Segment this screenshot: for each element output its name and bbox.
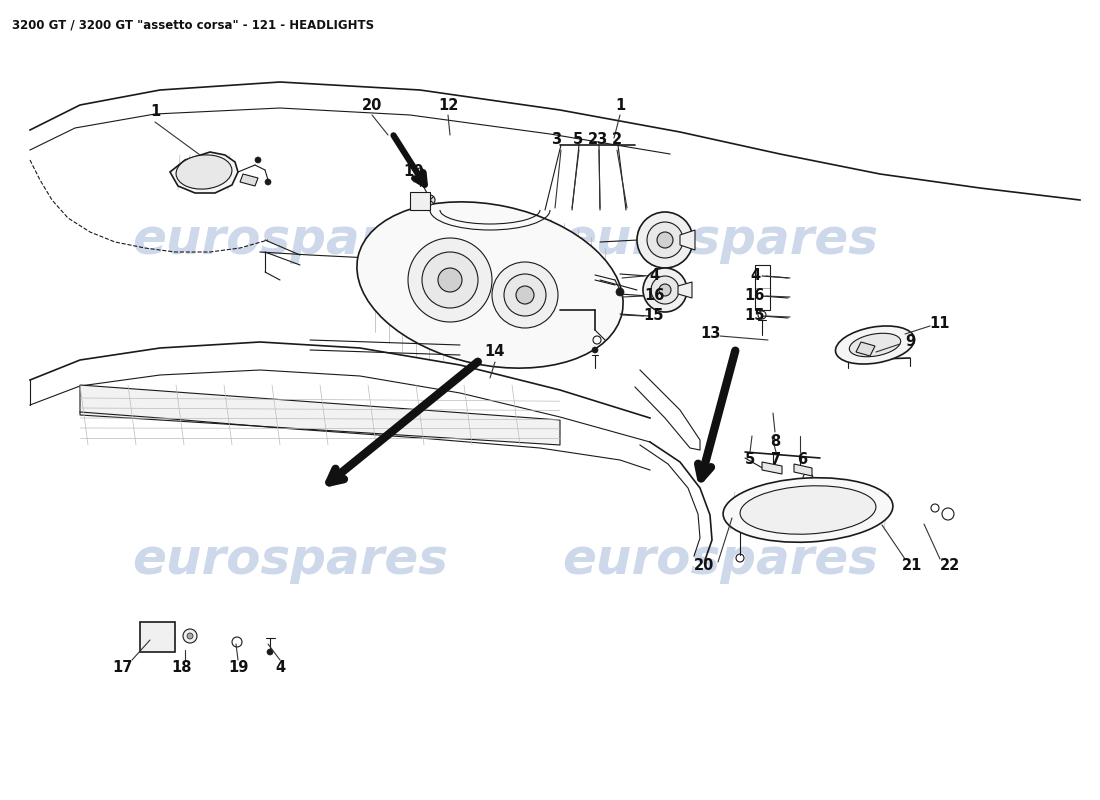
Circle shape <box>644 268 688 312</box>
Text: 1: 1 <box>150 105 161 119</box>
Text: 22: 22 <box>939 558 960 573</box>
Circle shape <box>657 232 673 248</box>
Circle shape <box>659 284 671 296</box>
Ellipse shape <box>723 478 893 542</box>
Text: 20: 20 <box>362 98 382 113</box>
Circle shape <box>265 179 271 185</box>
Ellipse shape <box>356 202 623 368</box>
Text: 18: 18 <box>172 661 192 675</box>
Polygon shape <box>410 192 430 210</box>
Ellipse shape <box>836 326 914 364</box>
Text: 7: 7 <box>771 453 781 467</box>
Text: 12: 12 <box>438 98 459 113</box>
Text: 20: 20 <box>694 558 714 573</box>
Polygon shape <box>762 462 782 474</box>
Text: 16: 16 <box>644 289 664 303</box>
Text: 8: 8 <box>770 434 780 450</box>
Text: 5: 5 <box>573 133 583 147</box>
Polygon shape <box>680 230 695 250</box>
Text: 3200 GT / 3200 GT "assetto corsa" - 121 - HEADLIGHTS: 3200 GT / 3200 GT "assetto corsa" - 121 … <box>12 18 374 31</box>
Text: eurospares: eurospares <box>132 216 448 264</box>
Ellipse shape <box>849 334 901 357</box>
Text: eurospares: eurospares <box>132 536 448 584</box>
Circle shape <box>422 252 478 308</box>
Circle shape <box>637 212 693 268</box>
Text: 1: 1 <box>615 98 625 113</box>
Text: eurospares: eurospares <box>562 216 878 264</box>
Ellipse shape <box>176 155 232 189</box>
Text: 17: 17 <box>112 661 132 675</box>
Circle shape <box>255 157 261 163</box>
Text: 4: 4 <box>649 269 659 283</box>
Text: 6: 6 <box>796 453 807 467</box>
Text: 2: 2 <box>612 133 623 147</box>
Polygon shape <box>140 622 175 652</box>
Text: 13: 13 <box>700 326 720 342</box>
Polygon shape <box>80 385 560 445</box>
Circle shape <box>592 347 598 353</box>
Text: 16: 16 <box>745 289 766 303</box>
Circle shape <box>504 274 546 316</box>
Text: 23: 23 <box>587 133 608 147</box>
Circle shape <box>616 288 624 296</box>
Polygon shape <box>170 152 238 193</box>
Text: 15: 15 <box>745 309 766 323</box>
Text: 10: 10 <box>404 165 425 179</box>
Circle shape <box>516 286 534 304</box>
Circle shape <box>438 268 462 292</box>
Circle shape <box>492 262 558 328</box>
Polygon shape <box>794 464 812 476</box>
Circle shape <box>647 222 683 258</box>
Circle shape <box>416 168 424 176</box>
Text: 19: 19 <box>228 661 249 675</box>
Circle shape <box>651 276 679 304</box>
Circle shape <box>425 195 435 205</box>
Polygon shape <box>240 174 258 186</box>
Circle shape <box>187 633 192 639</box>
Text: 14: 14 <box>485 345 505 359</box>
Circle shape <box>267 649 273 655</box>
Polygon shape <box>678 282 692 298</box>
Text: 9: 9 <box>905 334 915 350</box>
Text: 5: 5 <box>745 453 755 467</box>
Text: 4: 4 <box>275 661 285 675</box>
Text: 15: 15 <box>644 309 664 323</box>
Text: eurospares: eurospares <box>562 536 878 584</box>
Circle shape <box>408 238 492 322</box>
Circle shape <box>183 629 197 643</box>
Text: 21: 21 <box>902 558 922 573</box>
Ellipse shape <box>740 486 876 534</box>
Text: 4: 4 <box>750 269 760 283</box>
Text: 3: 3 <box>551 133 561 147</box>
Text: 11: 11 <box>930 317 950 331</box>
Polygon shape <box>856 342 875 356</box>
